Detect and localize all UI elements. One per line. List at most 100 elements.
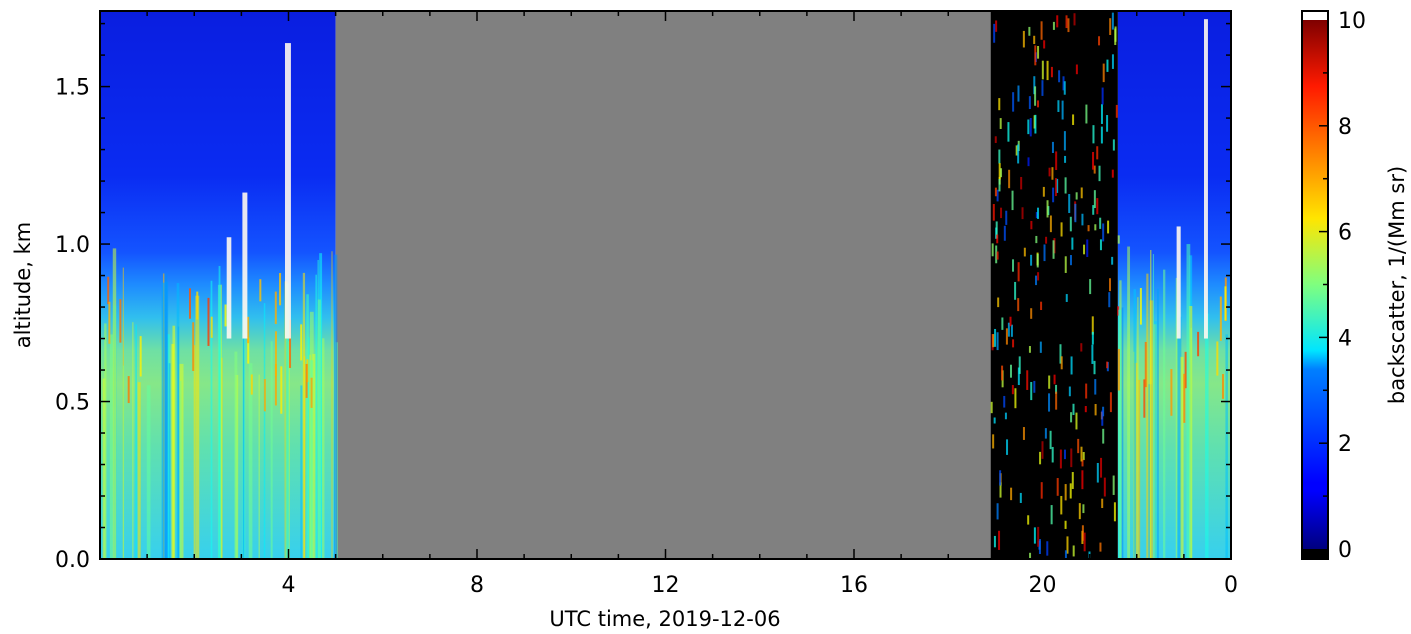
heatmap-streak	[220, 284, 223, 559]
heatmap-segment	[990, 11, 1118, 559]
noise-speck	[1100, 457, 1103, 478]
noise-speck	[1017, 85, 1020, 102]
noise-speck	[1099, 239, 1102, 251]
colorbar: 0 2 4 6 8 10 backscatter, 1/(Mm sr)	[1301, 9, 1409, 563]
noise-speck	[1052, 187, 1055, 203]
colorbar-label: backscatter, 1/(Mm sr)	[1385, 166, 1409, 404]
heatmap-spike	[300, 324, 303, 361]
noise-speck	[1037, 526, 1040, 547]
heatmap-spike	[250, 374, 253, 395]
heatmap-spike	[224, 304, 227, 327]
x-tick-label: 4	[282, 573, 296, 598]
noise-speck	[1060, 495, 1063, 515]
noise-speck	[998, 149, 1001, 164]
heatmap-streak	[1175, 277, 1178, 559]
heatmap-spike	[1197, 331, 1200, 357]
heatmap-streak	[179, 363, 184, 559]
noise-speck	[1075, 192, 1078, 200]
noise-speck	[998, 98, 1001, 111]
heatmap-spike	[119, 299, 122, 343]
heatmap-streak	[1190, 327, 1192, 559]
noise-speck	[1038, 540, 1041, 550]
heatmap-streak	[258, 374, 260, 559]
heatmap-spike	[207, 297, 210, 346]
noise-speck	[1014, 388, 1017, 409]
heatmap-streak	[242, 307, 245, 559]
noise-speck	[1045, 236, 1048, 244]
heatmap-spike	[127, 376, 130, 404]
noise-speck	[1015, 145, 1018, 156]
heatmap-streak	[171, 343, 175, 559]
heatmap-streak	[146, 385, 151, 559]
noise-speck	[1034, 114, 1037, 134]
x-tick-label: 0	[1224, 573, 1238, 598]
heatmap-streak	[1154, 321, 1157, 559]
noise-speck	[1009, 316, 1012, 327]
noise-speck	[1033, 380, 1036, 393]
noise-speck	[1065, 294, 1068, 302]
heatmap-streak	[137, 382, 141, 559]
noise-speck	[1107, 220, 1110, 234]
heatmap-streak	[218, 265, 221, 559]
noise-speck	[1046, 60, 1049, 81]
noise-speck	[1075, 64, 1078, 75]
heatmap-streak	[1149, 300, 1154, 559]
noise-speck	[1115, 104, 1118, 118]
noise-speck	[1069, 483, 1072, 499]
noise-speck	[1064, 256, 1067, 273]
noise-speck	[1003, 225, 1006, 241]
noise-speck	[1054, 178, 1057, 197]
colorbar-tick-label: 10	[1338, 9, 1366, 34]
heatmap-streak	[1137, 297, 1139, 559]
heatmap-spike	[310, 377, 313, 408]
noise-speck	[1029, 552, 1032, 559]
heatmap-streak	[288, 341, 290, 559]
noise-speck	[1034, 45, 1037, 66]
heatmap-spike	[263, 379, 266, 412]
noise-speck	[994, 187, 997, 197]
heatmap-streak	[310, 360, 314, 559]
noise-speck	[1111, 256, 1114, 265]
noise-speck	[1041, 60, 1044, 80]
heatmap-streak	[1146, 273, 1149, 559]
noise-speck	[1063, 81, 1066, 95]
heatmap-streak	[1163, 269, 1166, 559]
heatmap-spike	[1170, 369, 1173, 416]
noise-speck	[1014, 281, 1017, 300]
noise-speck	[1064, 484, 1067, 501]
heatmap-streak	[195, 295, 200, 559]
noise-speck	[1096, 146, 1099, 160]
noise-speck	[1078, 503, 1081, 520]
noise-speck	[1092, 151, 1095, 170]
noise-speck	[991, 243, 994, 257]
noise-speck	[1093, 360, 1096, 375]
noise-speck	[1046, 541, 1049, 556]
noise-speck	[1012, 92, 1015, 112]
noise-speck	[1086, 239, 1089, 257]
noise-speck	[1101, 87, 1104, 105]
heatmap-streak	[1180, 356, 1184, 559]
colorbar-under-swatch	[1302, 549, 1328, 559]
noise-speck	[1008, 169, 1011, 189]
noise-speck	[996, 189, 999, 202]
heatmap-streak	[104, 323, 107, 559]
noise-speck	[1040, 301, 1043, 311]
noise-speck	[1018, 356, 1021, 374]
heatmap-spike	[305, 363, 308, 398]
colorbar-over-swatch	[1302, 11, 1328, 20]
heatmap-streak	[302, 272, 306, 559]
heatmap-spike	[247, 337, 250, 364]
heatmap-spike	[289, 319, 292, 368]
noise-speck	[1068, 386, 1071, 397]
noise-speck	[1075, 412, 1078, 430]
noise-speck	[1041, 441, 1044, 459]
heatmap-streaks	[102, 12, 1231, 559]
noise-speck	[1063, 131, 1066, 151]
noise-speck	[1030, 254, 1033, 266]
noise-speck	[1057, 100, 1060, 112]
noise-speck	[1091, 331, 1094, 345]
noise-speck	[1065, 15, 1068, 29]
x-axis-label: UTC time, 2019-12-06	[549, 607, 780, 631]
noise-speck	[1017, 298, 1020, 312]
